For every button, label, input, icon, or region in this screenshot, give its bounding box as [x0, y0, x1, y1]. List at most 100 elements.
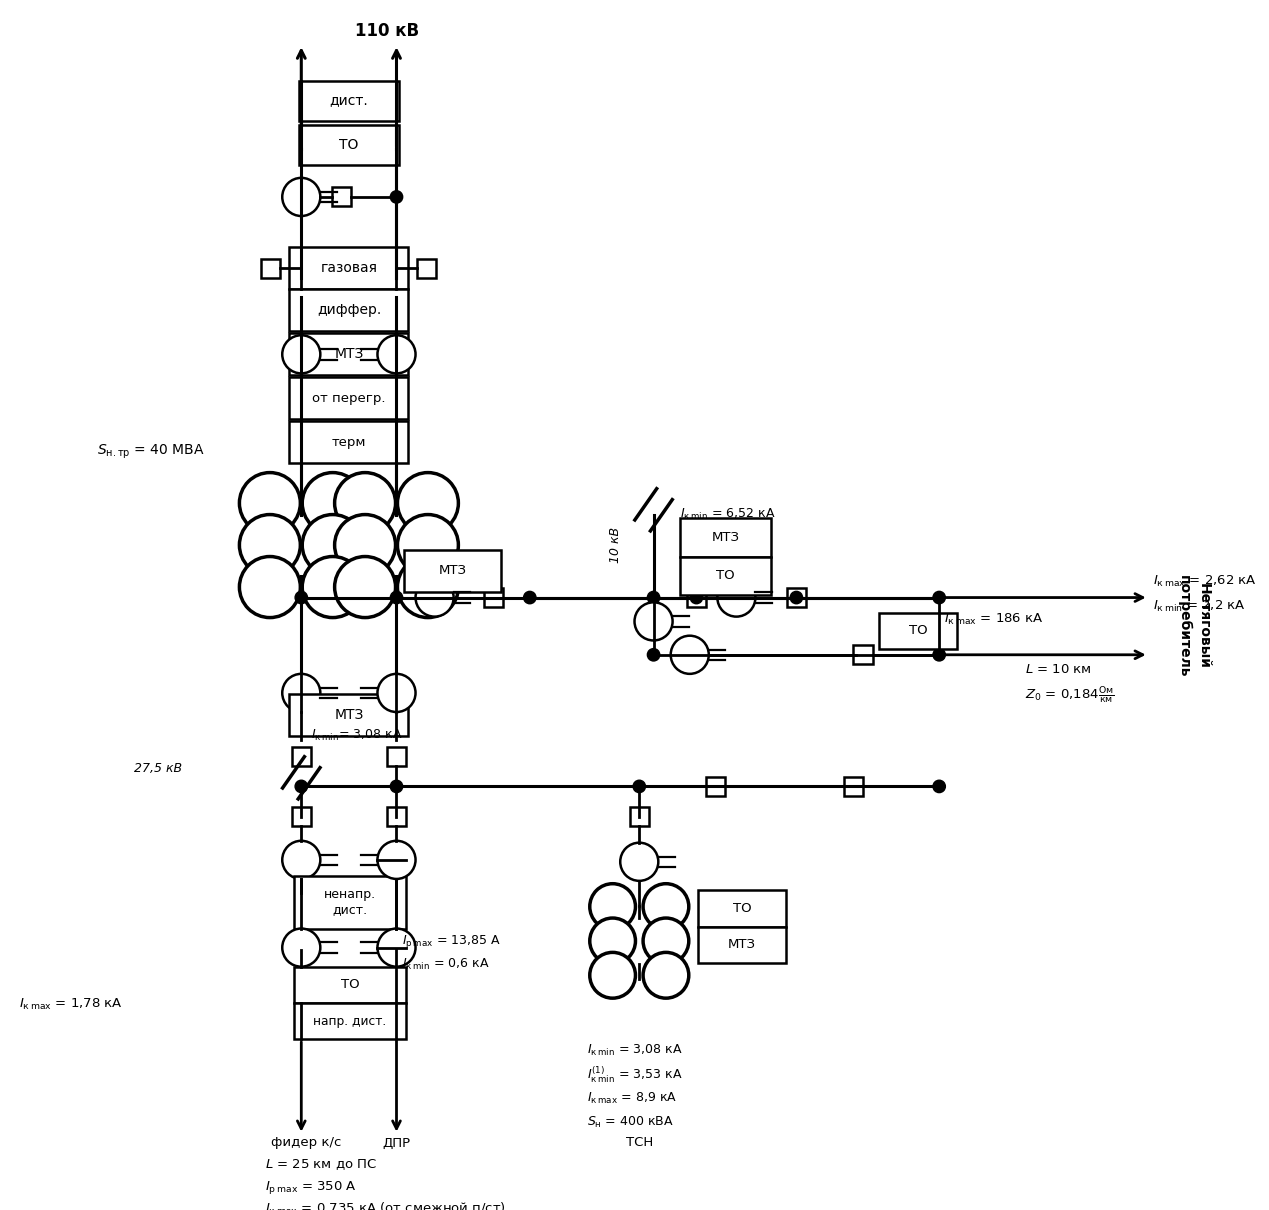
Text: $I_{\rm к\,min}$ = 0,6 кА: $I_{\rm к\,min}$ = 0,6 кА [402, 957, 490, 973]
Circle shape [335, 557, 396, 617]
Text: $I_{\rm к\,min}$ = 3,08 кА: $I_{\rm к\,min}$ = 3,08 кА [588, 1043, 683, 1059]
Circle shape [647, 592, 660, 604]
Circle shape [296, 272, 307, 284]
Circle shape [302, 514, 363, 576]
Bar [299, 81, 398, 121]
Circle shape [643, 918, 689, 964]
Text: ТО: ТО [340, 979, 359, 991]
Circle shape [302, 557, 363, 617]
Circle shape [391, 780, 402, 793]
Bar [418, 259, 437, 278]
Text: $S_{\rm н.тр}$ = 40 МВА: $S_{\rm н.тр}$ = 40 МВА [96, 443, 204, 461]
Text: $I_{\rm к\,max}$ = 1,78 кА: $I_{\rm к\,max}$ = 1,78 кА [19, 997, 122, 1013]
Circle shape [590, 952, 636, 998]
Circle shape [647, 649, 660, 661]
Text: ТО: ТО [716, 569, 735, 582]
Text: ДПР: ДПР [382, 1136, 411, 1149]
Text: ТО: ТО [732, 901, 751, 915]
Circle shape [296, 780, 307, 793]
Text: газовая: газовая [320, 261, 377, 276]
Bar [289, 421, 409, 463]
Bar [404, 549, 501, 592]
Circle shape [282, 674, 320, 711]
Circle shape [282, 178, 320, 217]
Bar [293, 967, 406, 1003]
Bar [289, 333, 409, 375]
Text: $I_{\rm к\,min}$ = 6,52 кА: $I_{\rm к\,min}$ = 6,52 кА [680, 507, 775, 522]
Circle shape [397, 473, 458, 534]
Bar [706, 777, 725, 796]
Bar [299, 126, 398, 166]
Text: Нетяговый
потребитель: Нетяговый потребитель [1176, 575, 1211, 678]
Circle shape [590, 883, 636, 929]
Bar [687, 588, 706, 607]
Circle shape [282, 335, 320, 374]
Text: от перегр.: от перегр. [312, 392, 386, 404]
Text: $L$ = 25 км до ПС: $L$ = 25 км до ПС [265, 1158, 377, 1172]
Circle shape [240, 473, 301, 534]
Bar [387, 748, 406, 766]
Text: дист.: дист. [330, 93, 368, 108]
Circle shape [377, 335, 415, 374]
Text: фидер к/с: фидер к/с [270, 1136, 341, 1149]
Circle shape [377, 674, 415, 711]
Circle shape [643, 883, 689, 929]
Circle shape [335, 514, 396, 576]
Text: $Z_0$ = 0,184$\frac{\rm Ом}{\rm км}$: $Z_0$ = 0,184$\frac{\rm Ом}{\rm км}$ [1025, 685, 1114, 705]
Text: 27,5 кВ: 27,5 кВ [135, 762, 183, 774]
Text: $L$ = 10 км: $L$ = 10 км [1025, 663, 1091, 675]
Text: ТСН: ТСН [626, 1136, 654, 1149]
Bar [289, 289, 409, 332]
Circle shape [633, 780, 646, 793]
Circle shape [391, 592, 402, 604]
Text: $I_{\rm к\,max}$ = 8,9 кА: $I_{\rm к\,max}$ = 8,9 кА [588, 1090, 676, 1106]
Circle shape [690, 592, 703, 604]
Circle shape [671, 635, 709, 674]
Text: МТЗ: МТЗ [439, 564, 467, 577]
Text: 10 кВ: 10 кВ [609, 528, 622, 563]
Circle shape [302, 473, 363, 534]
Circle shape [335, 473, 396, 534]
Circle shape [240, 514, 301, 576]
Text: МТЗ: МТЗ [712, 531, 740, 545]
Bar [629, 807, 648, 826]
Bar [698, 927, 786, 963]
Bar [680, 557, 770, 594]
Circle shape [621, 842, 659, 881]
Bar [292, 807, 311, 826]
Text: $S_{\rm н}$ = 400 кВА: $S_{\rm н}$ = 400 кВА [588, 1114, 674, 1130]
Bar [844, 777, 863, 796]
Bar [292, 748, 311, 766]
Text: МТЗ: МТЗ [728, 938, 756, 951]
Text: диффер.: диффер. [317, 304, 381, 317]
Text: $I_{\rm р\,max}$ = 13,85 А: $I_{\rm р\,max}$ = 13,85 А [402, 933, 501, 950]
Bar [698, 891, 786, 927]
Bar [680, 518, 770, 557]
Text: ненапр.
дист.: ненапр. дист. [324, 888, 376, 916]
Text: напр. дист.: напр. дист. [313, 1014, 387, 1027]
Bar [289, 693, 409, 736]
Circle shape [590, 918, 636, 964]
Circle shape [296, 592, 307, 604]
Circle shape [377, 928, 415, 967]
Circle shape [282, 841, 320, 878]
Bar [787, 588, 806, 607]
Text: $I_{\rm к\,max}$ = 0,735 кА (от смежной п/ст): $I_{\rm к\,max}$ = 0,735 кА (от смежной … [265, 1202, 506, 1210]
Text: терм: терм [331, 436, 367, 449]
Circle shape [240, 557, 301, 617]
Circle shape [397, 557, 458, 617]
Bar [879, 612, 957, 649]
Text: ТО: ТО [339, 138, 359, 152]
Circle shape [282, 928, 320, 967]
Text: $I_{\rm к\,max}$ = 186 кА: $I_{\rm к\,max}$ = 186 кА [944, 612, 1043, 627]
Text: МТЗ: МТЗ [334, 708, 364, 722]
Circle shape [791, 592, 802, 604]
Bar [293, 876, 406, 928]
Text: $I_{\rm к\,min}$= 3,08 кА: $I_{\rm к\,min}$= 3,08 кА [311, 728, 402, 743]
Bar [387, 807, 406, 826]
Bar [854, 645, 873, 664]
Bar [293, 1003, 406, 1039]
Circle shape [391, 272, 402, 284]
Bar [331, 188, 350, 207]
Bar [261, 259, 280, 278]
